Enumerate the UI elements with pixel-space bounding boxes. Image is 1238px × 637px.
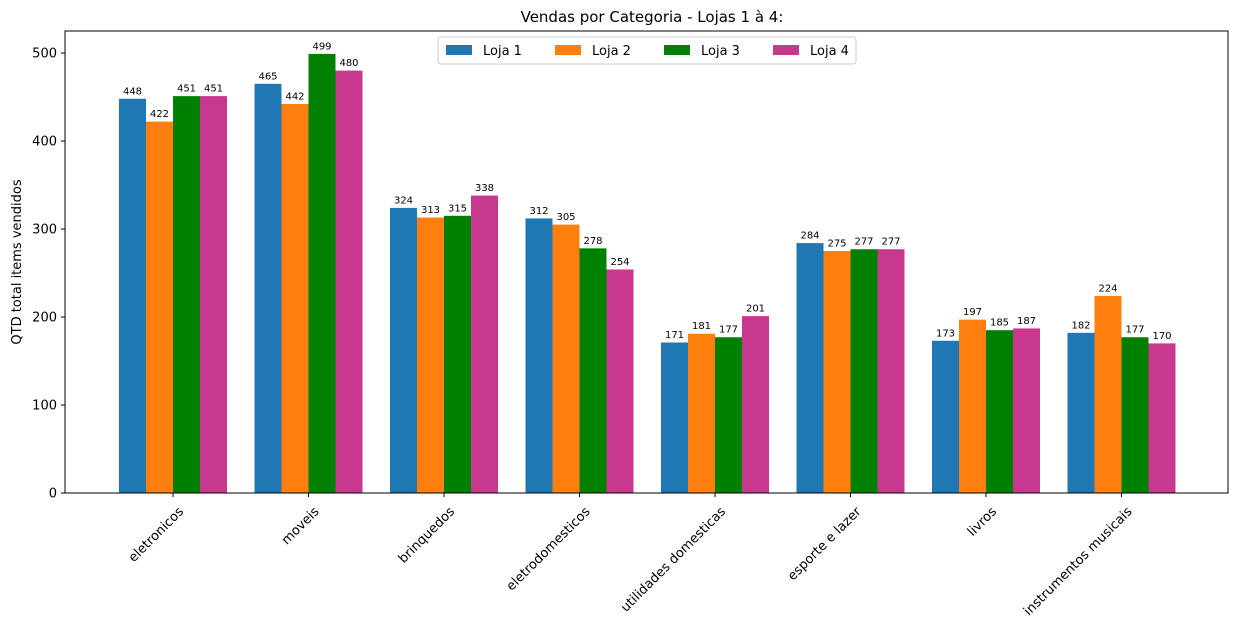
data-label: 177 bbox=[719, 325, 738, 336]
data-label: 277 bbox=[881, 237, 900, 248]
bar-loja-2 bbox=[1094, 295, 1122, 493]
x-tick-label: brinquedos bbox=[396, 504, 458, 566]
data-label: 499 bbox=[312, 41, 331, 52]
x-tick-label: moveis bbox=[279, 504, 323, 548]
bar-loja-1 bbox=[119, 98, 146, 493]
bar-loja-1 bbox=[932, 340, 959, 493]
y-tick-label: 300 bbox=[32, 223, 57, 238]
legend-swatch-loja-2 bbox=[555, 45, 581, 55]
y-tick-label: 400 bbox=[32, 135, 57, 150]
bar-loja-3 bbox=[986, 330, 1013, 493]
bar-loja-1 bbox=[254, 83, 282, 494]
bar-loja-2 bbox=[688, 333, 715, 493]
y-tick-label: 100 bbox=[32, 399, 57, 414]
data-label: 201 bbox=[746, 304, 765, 315]
bar-loja-4 bbox=[742, 316, 769, 493]
legend: Loja 1 Loja 2 Loja 3 Loja 4 bbox=[437, 36, 857, 65]
bar-loja-1 bbox=[525, 218, 553, 493]
x-tick-label: livros bbox=[965, 504, 1000, 539]
bar-loja-1 bbox=[1067, 332, 1095, 493]
x-tick-label: esporte e lazer bbox=[785, 504, 865, 584]
bar-loja-3 bbox=[715, 337, 742, 493]
bar-loja-4 bbox=[1148, 343, 1176, 493]
legend-swatch-loja-4 bbox=[773, 45, 799, 55]
bar-loja-2 bbox=[417, 217, 444, 493]
bar-loja-3 bbox=[444, 215, 471, 494]
data-label: 177 bbox=[1125, 325, 1144, 336]
bar-loja-2 bbox=[959, 319, 986, 493]
data-label: 448 bbox=[123, 86, 142, 97]
bars-layer bbox=[119, 53, 1176, 494]
bar-loja-4 bbox=[200, 96, 227, 494]
data-label: 313 bbox=[421, 205, 440, 216]
bar-loja-2 bbox=[146, 121, 173, 493]
plot-frame bbox=[64, 30, 1229, 494]
data-label: 170 bbox=[1152, 331, 1171, 342]
legend-label-loja-1: Loja 1 bbox=[483, 44, 522, 59]
data-label: 451 bbox=[177, 84, 196, 95]
bar-loja-4 bbox=[877, 249, 905, 493]
bar-loja-2 bbox=[552, 224, 580, 493]
legend-label-loja-3: Loja 3 bbox=[701, 44, 740, 59]
data-label: 465 bbox=[258, 71, 277, 82]
data-label: 187 bbox=[1017, 316, 1036, 327]
data-label: 451 bbox=[204, 84, 223, 95]
data-label: 197 bbox=[963, 307, 982, 318]
y-tick-label: 0 bbox=[49, 487, 57, 502]
chart-title: Vendas por Categoria - Lojas 1 à 4: bbox=[521, 8, 784, 26]
data-label: 338 bbox=[475, 183, 494, 194]
x-tick-label: instrumentos musicais bbox=[1021, 504, 1136, 619]
bar-loja-4 bbox=[335, 70, 363, 493]
data-label: 442 bbox=[285, 92, 304, 103]
data-label: 312 bbox=[529, 206, 548, 217]
x-tick-label: utilidades domesticas bbox=[618, 504, 729, 615]
bar-loja-4 bbox=[606, 269, 634, 493]
legend-label-loja-4: Loja 4 bbox=[810, 44, 849, 59]
data-label: 181 bbox=[692, 321, 711, 332]
data-label: 277 bbox=[854, 237, 873, 248]
bar-loja-1 bbox=[796, 243, 824, 493]
data-label: 185 bbox=[990, 318, 1009, 329]
y-tick-label: 500 bbox=[32, 47, 57, 62]
data-label: 305 bbox=[556, 212, 575, 223]
data-label: 173 bbox=[936, 328, 955, 339]
bar-loja-3 bbox=[1121, 337, 1149, 493]
data-label: 324 bbox=[394, 195, 413, 206]
data-label: 315 bbox=[448, 203, 467, 214]
x-tick-label: eletrodomesticos bbox=[504, 504, 594, 594]
data-label: 275 bbox=[827, 239, 846, 250]
data-label: 254 bbox=[610, 257, 629, 268]
data-label: 480 bbox=[339, 58, 358, 69]
bar-loja-1 bbox=[390, 207, 417, 493]
y-tick-label: 200 bbox=[32, 311, 57, 326]
data-label: 182 bbox=[1071, 320, 1090, 331]
legend-box bbox=[437, 36, 857, 65]
data-label: 171 bbox=[665, 330, 684, 341]
bar-loja-1 bbox=[661, 342, 688, 493]
legend-label-loja-2: Loja 2 bbox=[592, 44, 631, 59]
bar-loja-2 bbox=[823, 251, 851, 493]
x-tick-label: eletronicos bbox=[126, 504, 187, 565]
data-label: 422 bbox=[150, 109, 169, 120]
bar-loja-3 bbox=[850, 249, 878, 493]
data-labels-layer: 448 422 451 451 465 442 499 480 324 313 315 338 312 3… bbox=[123, 41, 1172, 342]
bar-loja-3 bbox=[308, 53, 336, 493]
bar-loja-4 bbox=[1013, 328, 1040, 493]
bar-loja-4 bbox=[471, 195, 498, 493]
bar-loja-2 bbox=[281, 104, 309, 493]
data-label: 278 bbox=[583, 236, 602, 247]
legend-swatch-loja-3 bbox=[664, 45, 690, 55]
legend-swatch-loja-1 bbox=[446, 45, 472, 55]
y-axis-label: QTD total items vendidos bbox=[10, 179, 25, 344]
data-label: 224 bbox=[1098, 283, 1117, 294]
data-label: 284 bbox=[800, 231, 819, 242]
bar-loja-3 bbox=[173, 96, 200, 494]
bar-loja-3 bbox=[579, 248, 607, 493]
